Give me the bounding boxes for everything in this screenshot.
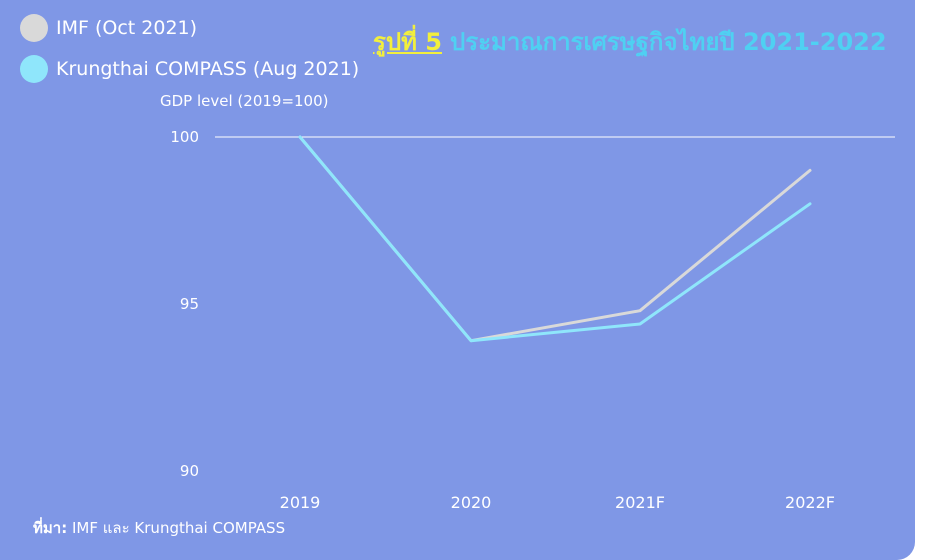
legend-swatch-imf <box>20 14 48 42</box>
series-line-imf <box>298 135 812 343</box>
legend-swatch-krungthai <box>20 55 48 83</box>
chart-card: IMF (Oct 2021) Krungthai COMPASS (Aug 20… <box>0 0 915 560</box>
legend-label-imf: IMF (Oct 2021) <box>56 17 198 39</box>
y-tick-label: 90 <box>180 462 199 480</box>
x-tick-label: 2020 <box>451 493 492 512</box>
y-tick-label: 100 <box>170 128 199 146</box>
series-line-krungthai <box>298 135 812 343</box>
y-tick-label: 95 <box>180 295 199 313</box>
legend-item-krungthai: Krungthai COMPASS (Aug 2021) <box>20 55 359 83</box>
x-tick-label: 2019 <box>280 493 321 512</box>
x-tick-label: 2021F <box>615 493 665 512</box>
legend-item-imf: IMF (Oct 2021) <box>20 14 197 42</box>
line-chart: 90 95 100 2019 2020 2021F 2022F <box>170 128 895 512</box>
source-label: ที่มา: <box>33 519 68 537</box>
chart-title: รูปที่ 5 ประมาณการเศรษฐกิจไทยปี 2021-2022 <box>373 22 887 61</box>
y-axis-label: GDP level (2019=100) <box>160 92 329 110</box>
source-note: ที่มา: IMF และ Krungthai COMPASS <box>33 516 285 540</box>
figure-label: รูปที่ 5 <box>373 28 442 56</box>
x-tick-label: 2022F <box>785 493 835 512</box>
title-text: ประมาณการเศรษฐกิจไทยปี 2021-2022 <box>450 28 887 56</box>
source-text: IMF และ Krungthai COMPASS <box>71 519 286 537</box>
legend-label-krungthai: Krungthai COMPASS (Aug 2021) <box>56 58 360 80</box>
